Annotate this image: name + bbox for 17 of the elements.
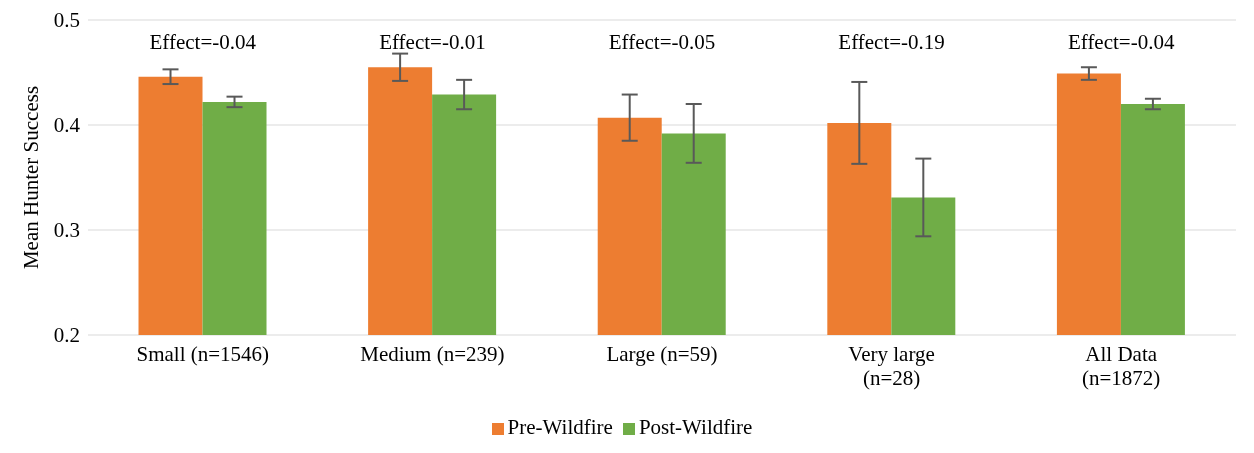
annotation: Effect=-0.01 [379, 29, 486, 54]
x-tick-label: Medium (n=239) [360, 342, 505, 366]
y-tick-label: 0.5 [53, 8, 80, 33]
x-tick-label: Small (n=1546) [136, 342, 270, 366]
legend-label: Pre-Wildfire [507, 415, 613, 439]
x-tick-label: All Data (n=1872) [1082, 342, 1161, 390]
y-tick-label: 0.2 [53, 323, 80, 348]
y-tick-label: 0.3 [53, 218, 80, 243]
annotation: Effect=-0.04 [149, 29, 257, 54]
legend-label: Post-Wildfire [638, 415, 753, 439]
x-tick-label: Very large (n=28) [848, 342, 935, 390]
y-tick-label: 0.4 [53, 113, 81, 138]
x-tick-label: Large (n=59) [606, 342, 718, 366]
annotation: Effect=-0.19 [838, 29, 945, 54]
annotation: Effect=-0.05 [608, 29, 716, 54]
y-axis-title: Mean Hunter Success [19, 85, 44, 270]
annotation: Effect=-0.04 [1067, 29, 1175, 54]
